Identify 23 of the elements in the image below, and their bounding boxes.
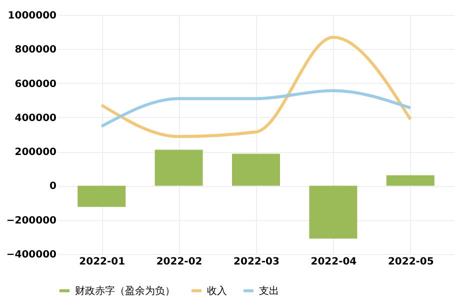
y-tick-label: 400000 <box>14 112 57 124</box>
bar <box>232 154 280 186</box>
y-tick-label: −200000 <box>6 215 57 226</box>
x-tick-label: 2022-02 <box>156 256 202 268</box>
x-tick-label: 2022-03 <box>234 256 280 268</box>
x-tick-label: 2022-05 <box>388 256 434 268</box>
bar <box>309 186 358 239</box>
line-series <box>100 36 412 138</box>
line-series <box>100 89 412 128</box>
x-tick-label: 2022-01 <box>79 256 126 268</box>
y-tick-label: 0 <box>50 181 57 192</box>
legend-label: 收入 <box>207 284 227 297</box>
x-tick-label: 2022-04 <box>310 256 357 268</box>
legend-label: 财政赤字（盈余为负） <box>75 284 175 297</box>
bar <box>78 186 126 207</box>
y-tick-label: 800000 <box>14 44 57 56</box>
y-tick-label: 1000000 <box>8 10 57 22</box>
bar <box>386 175 434 186</box>
y-tick-label: 600000 <box>14 78 57 90</box>
y-tick-label: 200000 <box>14 147 57 158</box>
bar <box>154 150 203 186</box>
y-tick-label: −400000 <box>6 250 57 260</box>
legend-label: 支出 <box>259 284 279 297</box>
